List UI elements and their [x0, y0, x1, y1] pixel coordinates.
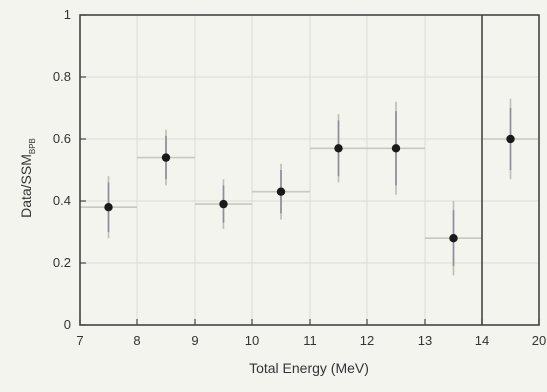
- x-tick-label: 13: [418, 333, 432, 348]
- y-tick-label: 0.2: [53, 255, 71, 270]
- x-tick-label: 7: [76, 333, 83, 348]
- data-point: [161, 153, 171, 162]
- data-point: [449, 234, 458, 243]
- data-points: [104, 134, 515, 243]
- x-tick-label: 10: [245, 333, 259, 348]
- y-tick-label: 0.8: [53, 69, 71, 84]
- x-tick-label: 11: [303, 333, 317, 348]
- y-tick-label: 0: [64, 317, 71, 332]
- y-tick-label: 0.6: [53, 131, 71, 146]
- grid: [80, 15, 539, 325]
- plot-frame: [79, 14, 540, 326]
- y-axis-subscript: BPB: [28, 138, 37, 154]
- x-tick-label: 12: [360, 333, 374, 348]
- data-point: [391, 144, 401, 153]
- y-tick-label: 1: [64, 7, 71, 22]
- y-tick-label: 0.4: [53, 193, 71, 208]
- svg-text:Data/SSMBPB: Data/SSMBPB: [18, 138, 37, 218]
- x-tick-label: 9: [191, 333, 198, 348]
- y-axis-title: Data/SSM: [18, 154, 34, 218]
- data-point: [104, 203, 113, 212]
- x-axis-title: Total Energy (MeV): [249, 360, 369, 376]
- x-tick-label: 20: [532, 333, 546, 348]
- x-tick-label: 8: [133, 333, 140, 348]
- y-axis-title-group: Data/SSMBPB: [18, 138, 37, 218]
- x-tick-label: 14: [475, 333, 489, 348]
- data-point: [334, 144, 343, 153]
- data-point: [219, 199, 228, 209]
- data-point: [506, 134, 515, 144]
- tick-labels: 0 0.2 0.4 0.6 0.8 1 7 8 9 10 11 12 13 14 20: [53, 7, 546, 348]
- data-point: [276, 187, 286, 196]
